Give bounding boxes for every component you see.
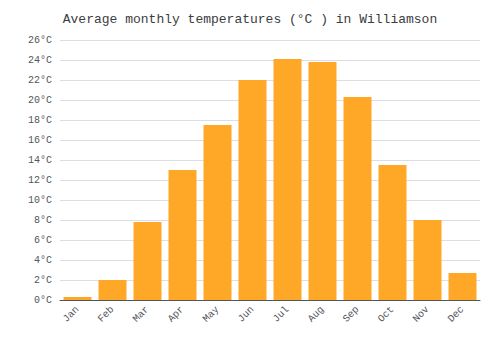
svg-text:Apr: Apr [166, 304, 186, 324]
svg-text:Jul: Jul [271, 304, 291, 324]
svg-text:May: May [201, 304, 221, 324]
svg-text:Jan: Jan [61, 304, 81, 324]
svg-text:Oct: Oct [376, 304, 396, 324]
svg-text:Nov: Nov [411, 304, 431, 324]
svg-text:12°C: 12°C [28, 175, 52, 186]
svg-text:Feb: Feb [96, 304, 116, 324]
svg-text:18°C: 18°C [28, 115, 52, 126]
svg-text:8°C: 8°C [34, 215, 52, 226]
svg-text:Aug: Aug [306, 304, 326, 324]
svg-text:Mar: Mar [131, 304, 151, 324]
svg-text:10°C: 10°C [28, 195, 52, 206]
svg-text:Jun: Jun [236, 304, 256, 324]
svg-text:20°C: 20°C [28, 95, 52, 106]
svg-text:24°C: 24°C [28, 55, 52, 66]
svg-text:22°C: 22°C [28, 75, 52, 86]
svg-text:Dec: Dec [446, 304, 466, 324]
svg-text:Average monthly temperatures (: Average monthly temperatures (°C ) in Wi… [63, 12, 437, 27]
svg-text:14°C: 14°C [28, 155, 52, 166]
svg-text:2°C: 2°C [34, 275, 52, 286]
svg-text:Sep: Sep [341, 304, 361, 324]
svg-text:0°C: 0°C [34, 295, 52, 306]
svg-text:16°C: 16°C [28, 135, 52, 146]
svg-text:6°C: 6°C [34, 235, 52, 246]
svg-text:4°C: 4°C [34, 255, 52, 266]
svg-text:26°C: 26°C [28, 35, 52, 46]
